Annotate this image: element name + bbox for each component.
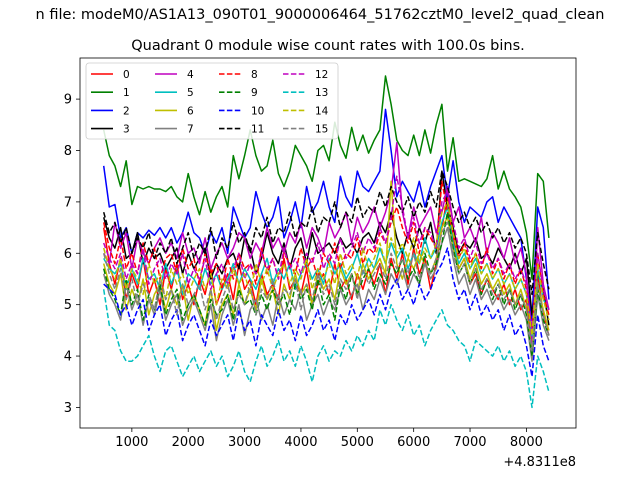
legend-label-8: 8: [251, 69, 258, 81]
y-tick-label: 7: [64, 195, 72, 210]
legend-label-10: 10: [251, 105, 264, 117]
y-tick-label: 8: [64, 144, 72, 159]
series-line-9: [102, 211, 550, 357]
y-axis: 3 4 5 6 7 8 9: [64, 93, 80, 416]
legend-label-6: 6: [187, 105, 194, 117]
series-line-12: [102, 175, 550, 332]
chart-title: Quadrant 0 module wise count rates with …: [131, 38, 525, 54]
x-tick-label: 5000: [341, 435, 374, 450]
legend-label-2: 2: [123, 105, 130, 117]
series-line-15: [102, 221, 550, 352]
series-line-13: [102, 289, 550, 409]
series-layer: [102, 75, 550, 409]
y-tick-label: 3: [64, 401, 72, 416]
legend-label-3: 3: [123, 124, 130, 136]
x-tick-label: 1000: [115, 435, 148, 450]
series-line-14: [102, 201, 550, 337]
x-axis-offset-label: +4.8311e8: [503, 455, 576, 470]
legend-label-9: 9: [251, 87, 258, 99]
legend-label-1: 1: [123, 87, 130, 99]
series-line-1: [102, 75, 550, 280]
legend-label-11: 11: [251, 124, 264, 136]
figure-suptitle: n file: modeM0/AS1A13_090T01_9000006464_…: [36, 7, 605, 23]
legend-label-13: 13: [315, 87, 328, 99]
x-tick-label: 6000: [397, 435, 430, 450]
y-tick-label: 9: [64, 93, 72, 108]
y-tick-label: 6: [64, 247, 72, 262]
x-axis: 1000 2000 3000 4000 5000 6000 7000 8000: [115, 428, 543, 450]
x-tick-label: 2000: [172, 435, 205, 450]
x-tick-label: 4000: [284, 435, 317, 450]
series-line-10: [103, 247, 550, 378]
plot-area-frame: [79, 57, 577, 429]
series-line-2: [102, 108, 550, 321]
legend-label-12: 12: [315, 69, 328, 81]
legend-label-0: 0: [123, 69, 130, 81]
series-line-11: [102, 170, 550, 296]
legend-box: [85, 62, 339, 140]
legend-label-15: 15: [315, 124, 328, 136]
x-tick-label: 8000: [510, 435, 543, 450]
y-tick-label: 5: [64, 298, 72, 313]
legend-label-14: 14: [315, 105, 329, 117]
y-tick-label: 4: [64, 350, 72, 365]
series-line-4: [103, 142, 550, 347]
legend-label-7: 7: [187, 124, 194, 136]
legend-label-4: 4: [187, 69, 194, 81]
x-tick-label: 7000: [453, 435, 486, 450]
x-tick-label: 3000: [228, 435, 261, 450]
legend-label-5: 5: [187, 87, 194, 99]
series-line-7: [102, 226, 550, 362]
